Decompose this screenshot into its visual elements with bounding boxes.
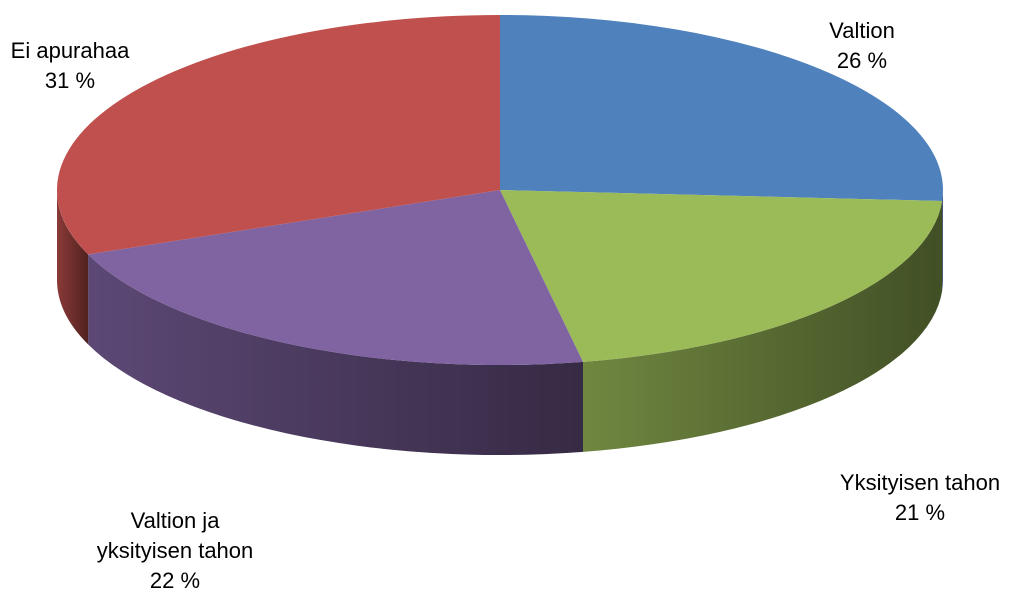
pie-slice-yksityisen-tahon [500,190,943,362]
data-label-value: 21 % [895,500,945,525]
pie-side-walls [57,190,943,456]
data-label-category: yksityisen tahon [97,538,254,563]
data-label-valtion-ja-yksityisen-tahon: Valtion ja yksityisen tahon 22 % [97,508,254,593]
pie-slice-side-valtion [942,190,943,291]
pie-slice-valtion-ja-yksityisen-tahon [88,190,584,366]
pie-top-faces [57,15,944,366]
data-label-value: 31 % [45,68,95,93]
data-label-valtion: Valtion 26 % [829,18,895,73]
data-label-ei-apurahaa: Ei apurahaa 31 % [11,38,130,93]
data-label-category: Yksityisen tahon [840,470,1000,495]
data-label-value: 26 % [837,48,887,73]
data-labels: Valtion 26 % Yksityisen tahon 21 % Valtion j… [11,18,1000,593]
data-label-category: Ei apurahaa [11,38,130,63]
pie-slice-ei-apurahaa [57,15,501,255]
pie-slice-side-yksityisen-tahon [583,200,943,452]
pie-slice-side-ei-apurahaa [57,190,89,345]
data-label-yksityisen-tahon: Yksityisen tahon 21 % [840,470,1000,525]
pie-slice-valtion [500,15,944,201]
data-label-value: 22 % [150,568,200,593]
pie-slice-side-valtion-ja-yksityisen-tahon [88,254,584,456]
data-label-category: Valtion [829,18,895,43]
data-label-category: Valtion ja [131,508,221,533]
